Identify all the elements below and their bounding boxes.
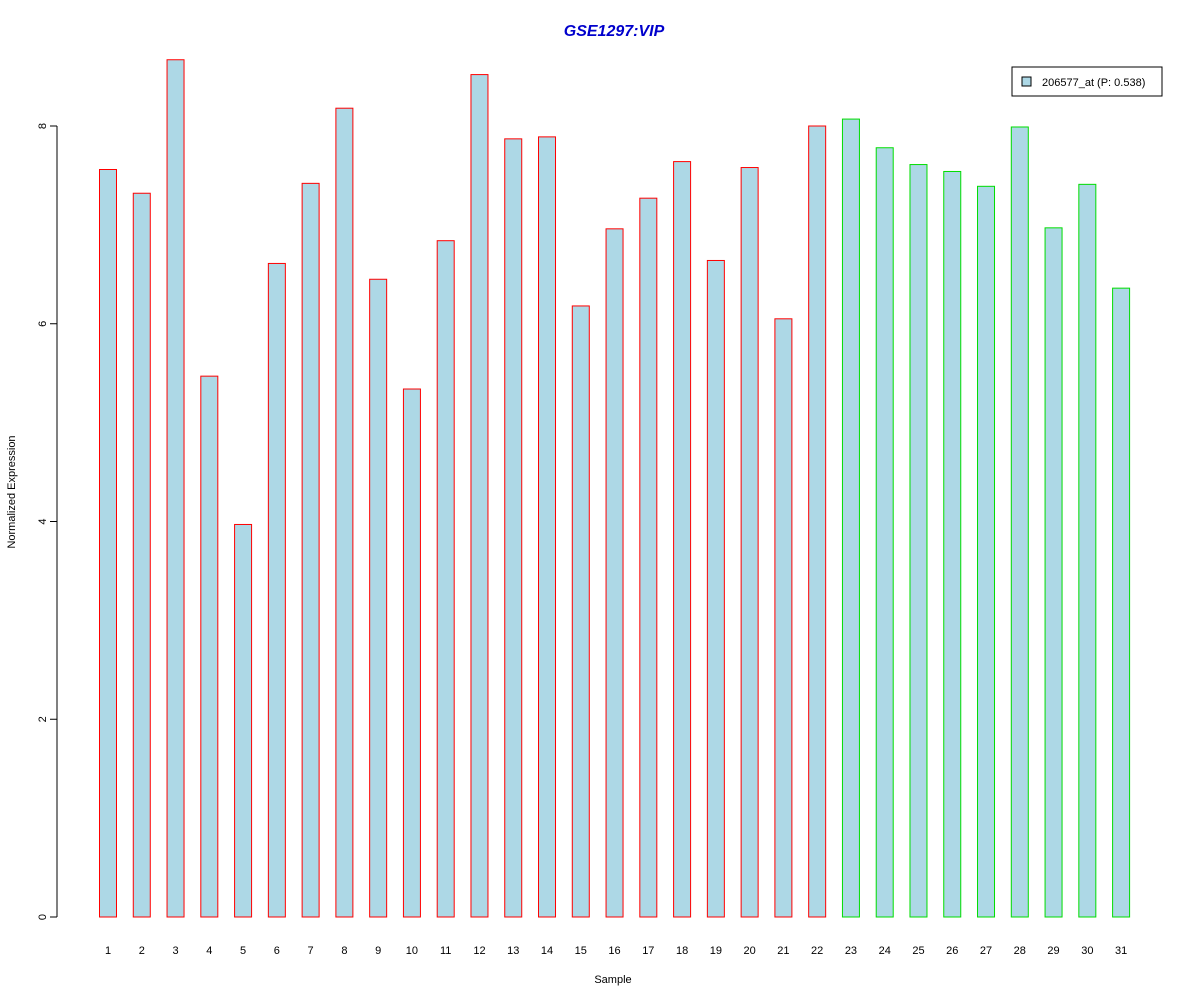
y-tick-label: 4	[37, 518, 49, 524]
bar-sample-14	[538, 136, 557, 918]
legend-entry-label: 206577_at (P: 0.538)	[1042, 77, 1145, 89]
bar-sample-31	[1112, 287, 1131, 918]
x-tick-label: 26	[946, 945, 958, 957]
x-tick-label: 13	[507, 945, 519, 957]
bar-sample-25	[909, 164, 928, 918]
bar-sample-17	[639, 197, 658, 918]
bar-sample-2	[132, 192, 151, 918]
legend: 206577_at (P: 0.538)	[1011, 66, 1163, 97]
x-tick-label: 3	[172, 945, 178, 957]
bar-sample-9	[369, 278, 388, 918]
y-axis-label: Normalized Expression	[6, 435, 18, 548]
x-tick-label: 15	[575, 945, 587, 957]
bar-sample-22	[808, 125, 827, 918]
bar-sample-20	[740, 167, 759, 918]
y-axis: 0 2 4 6 8	[37, 123, 58, 920]
bar-sample-11	[436, 240, 455, 918]
x-tick-label: 25	[912, 945, 924, 957]
x-tick-label: 6	[274, 945, 280, 957]
bar-sample-21	[774, 318, 793, 918]
bars-group	[99, 59, 1131, 918]
x-tick-label: 19	[710, 945, 722, 957]
bar-sample-13	[504, 138, 523, 918]
bar-sample-23	[841, 118, 860, 918]
bar-sample-6	[267, 262, 286, 918]
bar-sample-12	[470, 74, 489, 918]
x-tick-label: 4	[206, 945, 212, 957]
bar-sample-8	[335, 107, 354, 918]
x-tick-label: 31	[1115, 945, 1127, 957]
x-tick-label: 9	[375, 945, 381, 957]
y-tick-label: 0	[37, 914, 49, 920]
x-tick-label: 11	[440, 945, 451, 957]
bar-sample-1	[99, 169, 117, 918]
x-tick-label: 29	[1047, 945, 1059, 957]
bar-sample-15	[571, 305, 590, 918]
x-tick-label: 10	[406, 945, 418, 957]
bar-sample-29	[1044, 227, 1063, 918]
x-tick-label: 27	[980, 945, 992, 957]
x-tick-label: 22	[811, 945, 823, 957]
bar-sample-3	[166, 59, 185, 918]
x-tick-label: 2	[139, 945, 145, 957]
y-tick-label: 8	[37, 123, 49, 129]
y-tick-label: 2	[37, 716, 49, 722]
x-tick-label: 12	[473, 945, 485, 957]
bar-sample-4	[200, 375, 219, 918]
bar-sample-19	[706, 259, 725, 918]
y-tick-label: 6	[37, 321, 49, 327]
bar-sample-24	[875, 147, 894, 918]
bar-sample-27	[977, 185, 996, 918]
x-tick-label: 28	[1014, 945, 1026, 957]
x-tick-label: 20	[744, 945, 756, 957]
bar-sample-10	[402, 388, 421, 918]
bar-sample-28	[1010, 126, 1029, 918]
x-tick-label: 30	[1081, 945, 1093, 957]
bar-sample-26	[943, 170, 962, 918]
x-tick-label: 24	[879, 945, 891, 957]
x-tick-label: 23	[845, 945, 857, 957]
x-axis-label: Sample	[594, 974, 631, 986]
x-tick-label: 5	[240, 945, 246, 957]
bar-sample-30	[1078, 183, 1097, 918]
x-tick-label: 14	[541, 945, 553, 957]
x-axis: 1 2 3 4 5 6 7 8 9 10 11 12 13 14 15 16 17 18 19 20 21 22 23 24 2…	[105, 945, 1127, 957]
legend-swatch	[1021, 76, 1032, 87]
x-tick-label: 18	[676, 945, 688, 957]
bar-sample-7	[301, 182, 320, 918]
legend-box	[1011, 66, 1163, 97]
x-tick-label: 17	[642, 945, 654, 957]
x-tick-label: 1	[105, 945, 111, 957]
chart-title: GSE1297:VIP	[564, 23, 665, 40]
bar-sample-16	[605, 228, 624, 918]
x-tick-label: 16	[608, 945, 620, 957]
bar-sample-18	[673, 161, 692, 918]
x-tick-label: 21	[777, 945, 789, 957]
x-tick-label: 8	[341, 945, 347, 957]
x-tick-label: 7	[308, 945, 314, 957]
bar-sample-5	[234, 523, 253, 918]
